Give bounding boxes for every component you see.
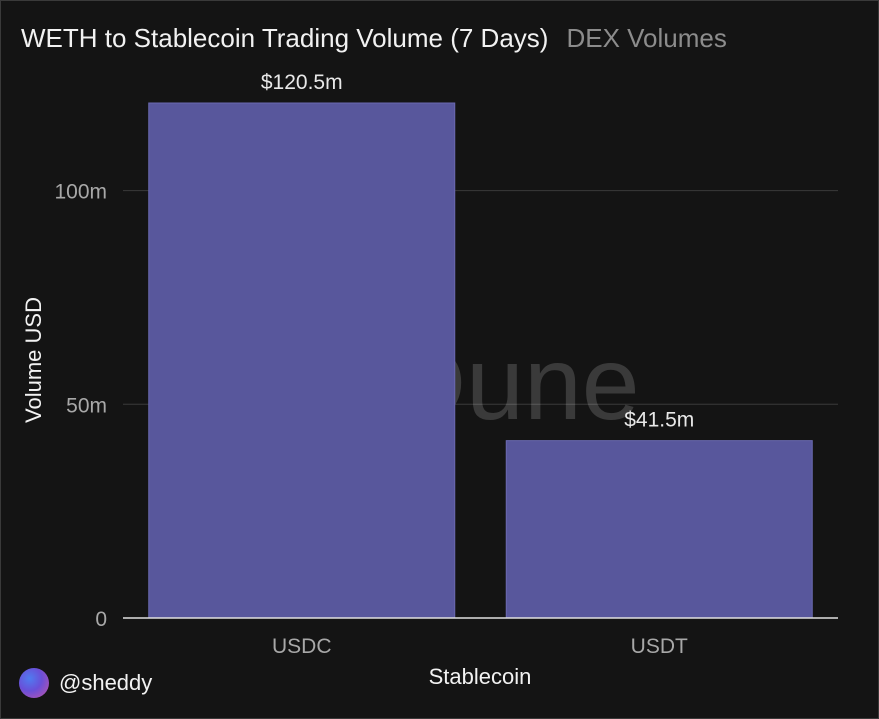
- y-tick-label: 50m: [66, 394, 107, 417]
- bar-value-label: $41.5m: [624, 409, 694, 432]
- bar: [505, 440, 813, 619]
- bar-value-label: $120.5m: [261, 71, 343, 94]
- bar: [148, 102, 456, 619]
- avatar[interactable]: [19, 668, 49, 698]
- x-axis-title: Stablecoin: [429, 664, 532, 689]
- header: WETH to Stablecoin Trading Volume (7 Day…: [21, 23, 727, 54]
- chart-subtitle[interactable]: DEX Volumes: [566, 23, 727, 53]
- author-handle[interactable]: @sheddy: [59, 670, 153, 695]
- author-footer[interactable]: @sheddy: [19, 668, 152, 698]
- chart-title: WETH to Stablecoin Trading Volume (7 Day…: [21, 23, 549, 53]
- y-tick-label: 100m: [54, 181, 107, 204]
- y-tick-label: 0: [95, 608, 107, 631]
- y-axis-title: Volume USD: [21, 297, 46, 423]
- x-tick-label: USDT: [631, 635, 688, 658]
- x-tick-label: USDC: [272, 635, 332, 658]
